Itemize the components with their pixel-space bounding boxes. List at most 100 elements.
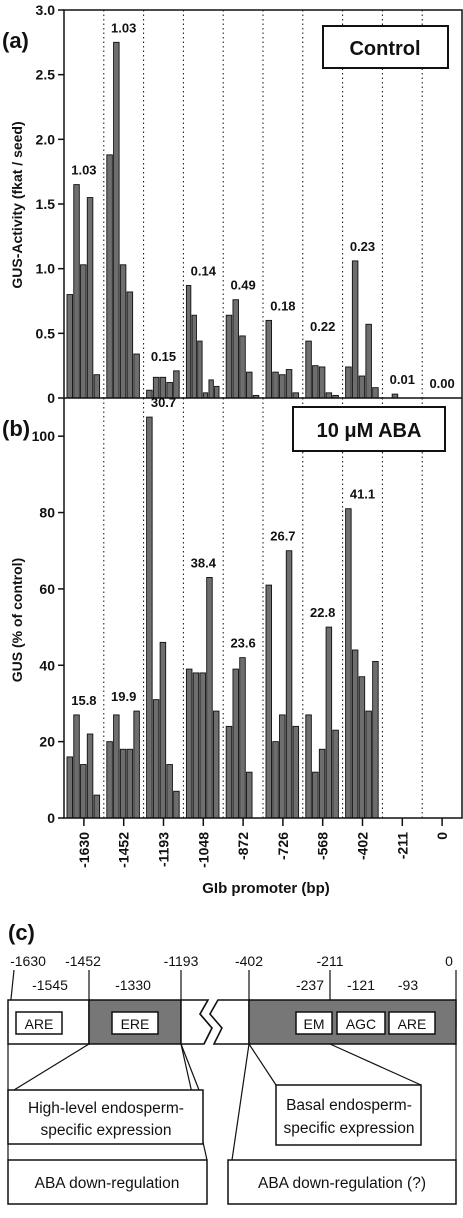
- panel-a: (a) GUS-Activity (fkat / seed) 0 0.5 1.0 1.…: [2, 2, 455, 406]
- bar-a-4-3: [246, 371, 253, 399]
- bar-b-6-0: [305, 714, 312, 819]
- element-em: EM: [304, 1016, 325, 1032]
- data-label-a-1: 1.03: [111, 20, 136, 35]
- bar-a-3-5: [214, 385, 220, 399]
- sub-pos-237: -237: [296, 977, 324, 993]
- bar-b-7-2: [358, 676, 366, 819]
- bar-a-3-3: [202, 392, 209, 399]
- element-are-right: ARE: [398, 1016, 427, 1032]
- a-y-tick-label: 2.0: [36, 131, 56, 147]
- bar-b-4-1: [232, 668, 239, 819]
- b-y-tick-label: 20: [39, 734, 55, 750]
- panel-b-bars: [66, 416, 379, 819]
- bar-b-1-2: [119, 748, 127, 819]
- b-y-tick-label: 0: [47, 810, 55, 826]
- data-label-b-6: 22.8: [310, 605, 335, 620]
- bar-b-3-3: [206, 577, 213, 819]
- promoter-right-fade: [209, 999, 250, 1045]
- bar-a-7-1: [351, 260, 359, 399]
- expression-left-line2: specific expression: [41, 1122, 172, 1139]
- regulation-box-left: [7, 1159, 208, 1205]
- element-are-left: ARE: [25, 1016, 54, 1032]
- bar-b-3-4: [212, 710, 220, 819]
- expression-box-left: [7, 1089, 204, 1145]
- bar-a-7-3: [365, 323, 372, 399]
- bar-a-3-2: [197, 340, 203, 399]
- plot-frame: [63, 9, 463, 819]
- pos-label-1452: -1452: [65, 953, 101, 969]
- bar-a-0-3: [86, 197, 94, 399]
- bar-a-1-4: [133, 353, 140, 399]
- panel-b-ylabel: GUS (% of control): [9, 558, 25, 682]
- data-label-a-8: 0.01: [390, 372, 415, 387]
- expression-right-line1: Basal endosperm-: [286, 1097, 412, 1114]
- bar-a-4-0: [225, 314, 233, 399]
- bar-a-5-3: [285, 369, 293, 399]
- element-agc-box: [336, 1011, 386, 1035]
- bar-a-1-3: [126, 291, 134, 399]
- panel-a-box-label: Control: [349, 38, 420, 60]
- data-label-a-0: 1.03: [71, 163, 96, 178]
- bar-b-1-0: [106, 741, 113, 819]
- data-label-a-9: 0.00: [429, 376, 454, 391]
- panel-b: (b) GUS (% of control) 0 20 40 60 80 100 15.8…: [2, 395, 446, 826]
- data-label-b-2: 30.7: [151, 395, 176, 410]
- b-y-tick-label: 40: [39, 657, 55, 673]
- panel-b-y-axis: 0 20 40 60 80 100: [32, 428, 64, 826]
- bar-b-1-1: [113, 714, 120, 819]
- promoter-left-gray: [88, 999, 182, 1045]
- data-label-a-5: 0.18: [270, 298, 295, 313]
- regulation-left: ABA down-regulation: [35, 1175, 180, 1192]
- bar-b-2-3: [166, 764, 173, 819]
- bar-a-6-0: [305, 340, 312, 399]
- sub-pos-1330: -1330: [115, 977, 151, 993]
- x-tick-label: -211: [394, 832, 410, 859]
- bar-a-7-2: [358, 375, 366, 399]
- data-label-b-0: 15.8: [71, 693, 96, 708]
- bar-a-0-2: [80, 264, 87, 399]
- a-y-tick-label: 0: [47, 390, 55, 406]
- panel-a-y-axis: 0 0.5 1.0 1.5 2.0 2.5 3.0: [36, 2, 64, 406]
- bar-a-0-1: [73, 184, 80, 399]
- panel-b-data-labels: 15.8 19.9 30.7 38.4 23.6 26.7 22.8 41.1: [71, 395, 375, 708]
- bar-b-5-3: [285, 550, 293, 819]
- data-label-b-1: 19.9: [111, 689, 136, 704]
- bar-b-2-1: [152, 699, 160, 819]
- data-label-a-2: 0.15: [151, 349, 176, 364]
- data-label-a-6: 0.22: [310, 319, 335, 334]
- bar-b-4-3: [246, 771, 253, 819]
- x-tick-label: -1193: [156, 832, 172, 867]
- data-label-b-5: 26.7: [270, 529, 295, 544]
- expression-right-line2: specific expression: [284, 1120, 415, 1137]
- bar-b-7-4: [372, 661, 379, 819]
- bar-b-2-4: [173, 790, 180, 819]
- data-label-b-7: 41.1: [350, 487, 375, 502]
- pos-label-211: -211: [317, 953, 344, 969]
- element-agc: AGC: [346, 1016, 376, 1032]
- a-y-tick-label: 0.5: [36, 325, 56, 341]
- bar-b-0-2: [80, 764, 87, 819]
- panel-c-label: (c): [8, 920, 35, 945]
- x-axis-ticks: -1630 -1452 -1193 -1048 -872 -726 -568 -402 -211…: [76, 818, 450, 868]
- bar-a-1-1: [113, 41, 120, 399]
- bar-b-6-1: [312, 771, 319, 819]
- bar-b-2-0: [146, 416, 153, 819]
- bar-a-6-1: [312, 365, 319, 399]
- panel-c: (c) -1630 -1452 -1193 -402 -211 0 -1545 …: [7, 920, 457, 1205]
- sub-pos-121: -121: [347, 977, 375, 993]
- bar-a-0-4: [93, 374, 101, 399]
- x-tick-label: -1452: [116, 832, 132, 868]
- b-y-tick-label: 60: [39, 581, 55, 597]
- bar-a-3-4: [208, 379, 214, 399]
- bar-b-1-4: [133, 710, 140, 819]
- bar-a-5-2: [279, 374, 286, 399]
- bar-b-3-1: [192, 672, 200, 819]
- data-label-a-4: 0.49: [230, 278, 255, 293]
- pos-label-402: -402: [235, 953, 263, 969]
- bar-b-7-3: [365, 710, 372, 819]
- x-tick-label: -1048: [195, 832, 211, 868]
- bar-b-4-2: [239, 657, 246, 819]
- bar-b-7-0: [345, 508, 352, 819]
- panel-a-ylabel: GUS-Activity (fkat / seed): [9, 121, 25, 288]
- bar-a-4-2: [239, 335, 246, 399]
